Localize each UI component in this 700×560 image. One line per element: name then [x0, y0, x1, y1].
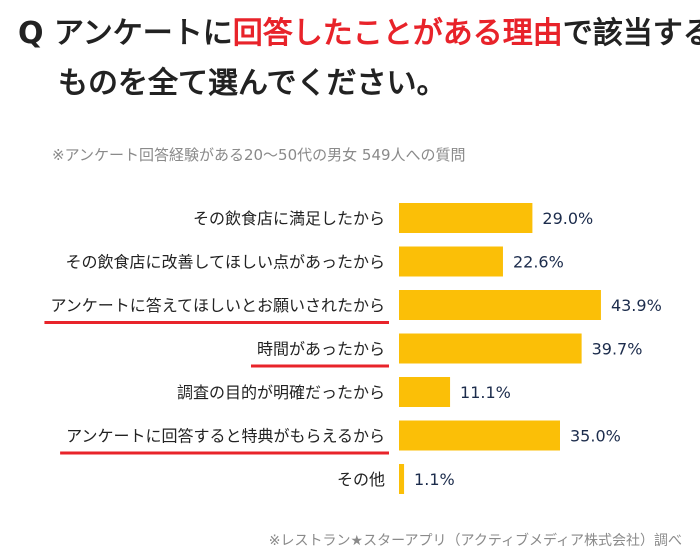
bar — [399, 333, 582, 364]
bar — [399, 464, 405, 494]
title-highlight: 回答したことがある理由 — [232, 16, 563, 51]
value-label: 29.0% — [542, 209, 593, 228]
question-title: Q アンケートに回答したことがある理由で該当する ものを全て選んでください。 — [18, 14, 700, 104]
title-prefix: Q アンケートに — [18, 16, 233, 51]
question-title-line1: Q アンケートに回答したことがある理由で該当する — [18, 14, 700, 54]
value-label: 1.1% — [414, 470, 455, 489]
value-label: 11.1% — [460, 383, 511, 402]
question-title-line2: ものを全て選んでください。 — [58, 66, 447, 101]
bar — [399, 377, 451, 407]
category-label: アンケートに答えてほしいとお願いされたから — [50, 296, 385, 315]
highlight-underline — [250, 364, 389, 368]
title-suffix: で該当する — [562, 16, 700, 51]
highlight-underline — [44, 321, 389, 324]
source-note: ※レストラン★スターアプリ（アクティブメディア株式会社）調べ — [268, 533, 682, 549]
bar — [399, 203, 533, 233]
value-label: 39.7% — [592, 340, 643, 359]
bar — [399, 246, 503, 277]
category-label: その他 — [337, 470, 385, 489]
bar — [399, 290, 601, 320]
category-label: 時間があったから — [257, 340, 385, 359]
survey-note: ※アンケート回答経験がある20～50代の男女 549人への質問 — [52, 146, 466, 164]
value-label: 43.9% — [611, 296, 662, 315]
highlight-underline — [60, 451, 389, 455]
bar — [399, 420, 560, 451]
category-label: アンケートに回答すると特典がもらえるから — [66, 427, 385, 446]
category-label: その飲食店に満足したから — [193, 209, 385, 228]
category-label: 調査の目的が明確だったから — [177, 383, 385, 402]
value-label: 22.6% — [513, 253, 564, 272]
value-label: 35.0% — [570, 427, 621, 446]
category-label: その飲食店に改善してほしい点があったから — [65, 253, 385, 272]
